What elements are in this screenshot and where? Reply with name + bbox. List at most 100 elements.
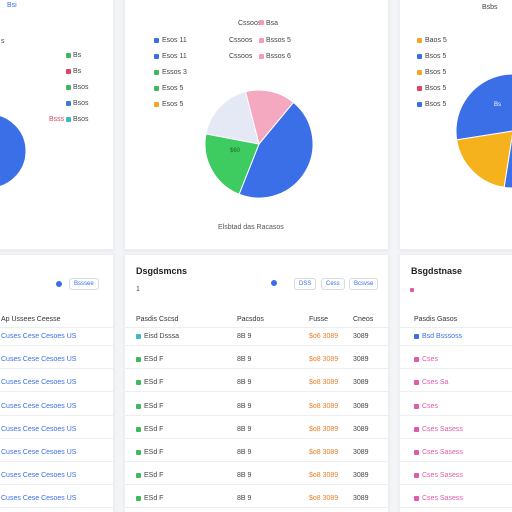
divider (125, 461, 388, 462)
legend-swatch (154, 38, 159, 43)
pie-slice (456, 130, 512, 188)
text: ESd F (144, 495, 164, 503)
card: Bsssee Ap Ussees Ceesse Cuses Cese Cesoes … (0, 254, 114, 512)
divider (125, 437, 388, 439)
legend-swatch (414, 496, 419, 502)
legend-swatch (136, 473, 141, 479)
text: 3089 (353, 425, 369, 433)
legend-swatch (66, 117, 71, 122)
divider (400, 484, 512, 486)
text: Fusse (309, 316, 329, 323)
text: Cuses Cese Cesoes US (1, 356, 77, 364)
text: ESd F (144, 402, 164, 410)
text: Pasdis Cscsd (136, 316, 179, 323)
text: 8B 9 (237, 449, 252, 456)
text: Cuses Cese Cesoes US (1, 425, 77, 433)
legend-swatch (136, 380, 141, 386)
divider (0, 391, 113, 393)
text: Ap Ussees Ceesse (1, 316, 61, 323)
text: Cses (422, 356, 438, 364)
text: Cssoos (238, 20, 262, 27)
pie-slice (455, 73, 512, 189)
text: 3089 (353, 495, 369, 503)
divider (0, 345, 113, 346)
text: Bsgdstnase (411, 266, 463, 276)
text: 3089 (353, 402, 369, 410)
text: Bsos (73, 84, 89, 91)
divider (125, 484, 388, 486)
icon (56, 281, 62, 287)
text: ESd F (144, 425, 164, 433)
legend-swatch (136, 403, 141, 409)
legend-swatch (136, 426, 141, 432)
legend-swatch (259, 54, 264, 59)
button[interactable]: Bcsvse (349, 278, 379, 290)
divider (0, 368, 113, 370)
text: $o8 3089 (309, 356, 339, 364)
legend-swatch (259, 20, 264, 25)
icon (410, 288, 414, 292)
legend-swatch (414, 357, 419, 363)
text: $o8 3089 (309, 449, 339, 456)
text: Cneos (353, 316, 374, 323)
text: Elsbtad das Racasos (218, 224, 284, 231)
legend-swatch (154, 86, 159, 91)
text: 8B 9 (237, 495, 252, 503)
divider (0, 484, 113, 486)
card: Dsgdsmcns 1 DSS Cess Bcsvse Pasdis Cscsd Pacsd… (124, 254, 389, 512)
text: Bsos 5 (425, 85, 447, 92)
divider (400, 327, 512, 328)
text: 3089 (353, 356, 369, 364)
pie-slice (238, 101, 314, 199)
text: $o6 3089 (309, 333, 339, 340)
divider (125, 391, 388, 393)
text: Cssoos (229, 37, 253, 44)
legend-swatch (414, 426, 419, 432)
text: Esos 11 (162, 37, 187, 44)
pie-slice (0, 115, 27, 187)
divider (400, 345, 512, 346)
pie-chart: Bs (455, 73, 512, 189)
legend-swatch (154, 70, 159, 75)
button[interactable]: Bsssee (69, 278, 99, 290)
divider (0, 461, 113, 462)
text: 3089 (353, 449, 369, 456)
card: Bsgdstnase Pasdis Gasos Bsd Bsssoss Cses Cse… (399, 254, 512, 512)
legend-swatch (154, 54, 159, 59)
card: Bsbs Baos 5 Bsos 5 Bsos 5 Bsos 5 Bsos 5 Bs (399, 0, 512, 250)
legend-swatch (414, 380, 419, 386)
text: 3089 (353, 472, 369, 480)
text: Bsos (73, 116, 89, 123)
text: Pasdis Gasos (414, 316, 458, 323)
text: ESd F (144, 379, 164, 387)
text: Cuses Cese Cesoes US (1, 472, 77, 480)
text: Bsos 5 (425, 53, 447, 60)
text: Bssos 5 (266, 37, 291, 44)
text: 8B 9 (237, 379, 252, 387)
text: Bsss (49, 116, 65, 123)
legend-swatch (417, 86, 422, 91)
legend-swatch (66, 85, 71, 90)
legend-swatch (417, 38, 422, 43)
text: Cuses Cese Cesoes US (1, 379, 77, 387)
text: Dsgdsmcns (136, 266, 188, 276)
legend-swatch (414, 403, 419, 409)
text: Bsd Bsssoss (422, 333, 463, 340)
text: Bssos 6 (266, 53, 291, 60)
button[interactable]: DSS (294, 278, 317, 290)
legend-swatch (136, 496, 141, 502)
text: Cses Sa (422, 379, 449, 387)
text: Esos 5 (162, 101, 184, 108)
text: Esos 5 (162, 85, 184, 92)
pie-chart: $60 (204, 89, 314, 199)
button[interactable]: Cess (321, 278, 345, 290)
text: Bsos (73, 100, 89, 107)
legend-swatch (136, 450, 141, 455)
text: 3089 (353, 379, 369, 387)
icon (271, 280, 277, 286)
divider (125, 414, 388, 416)
text: Cses (422, 402, 438, 410)
divider (125, 368, 388, 370)
divider (400, 461, 512, 462)
divider (400, 437, 512, 439)
